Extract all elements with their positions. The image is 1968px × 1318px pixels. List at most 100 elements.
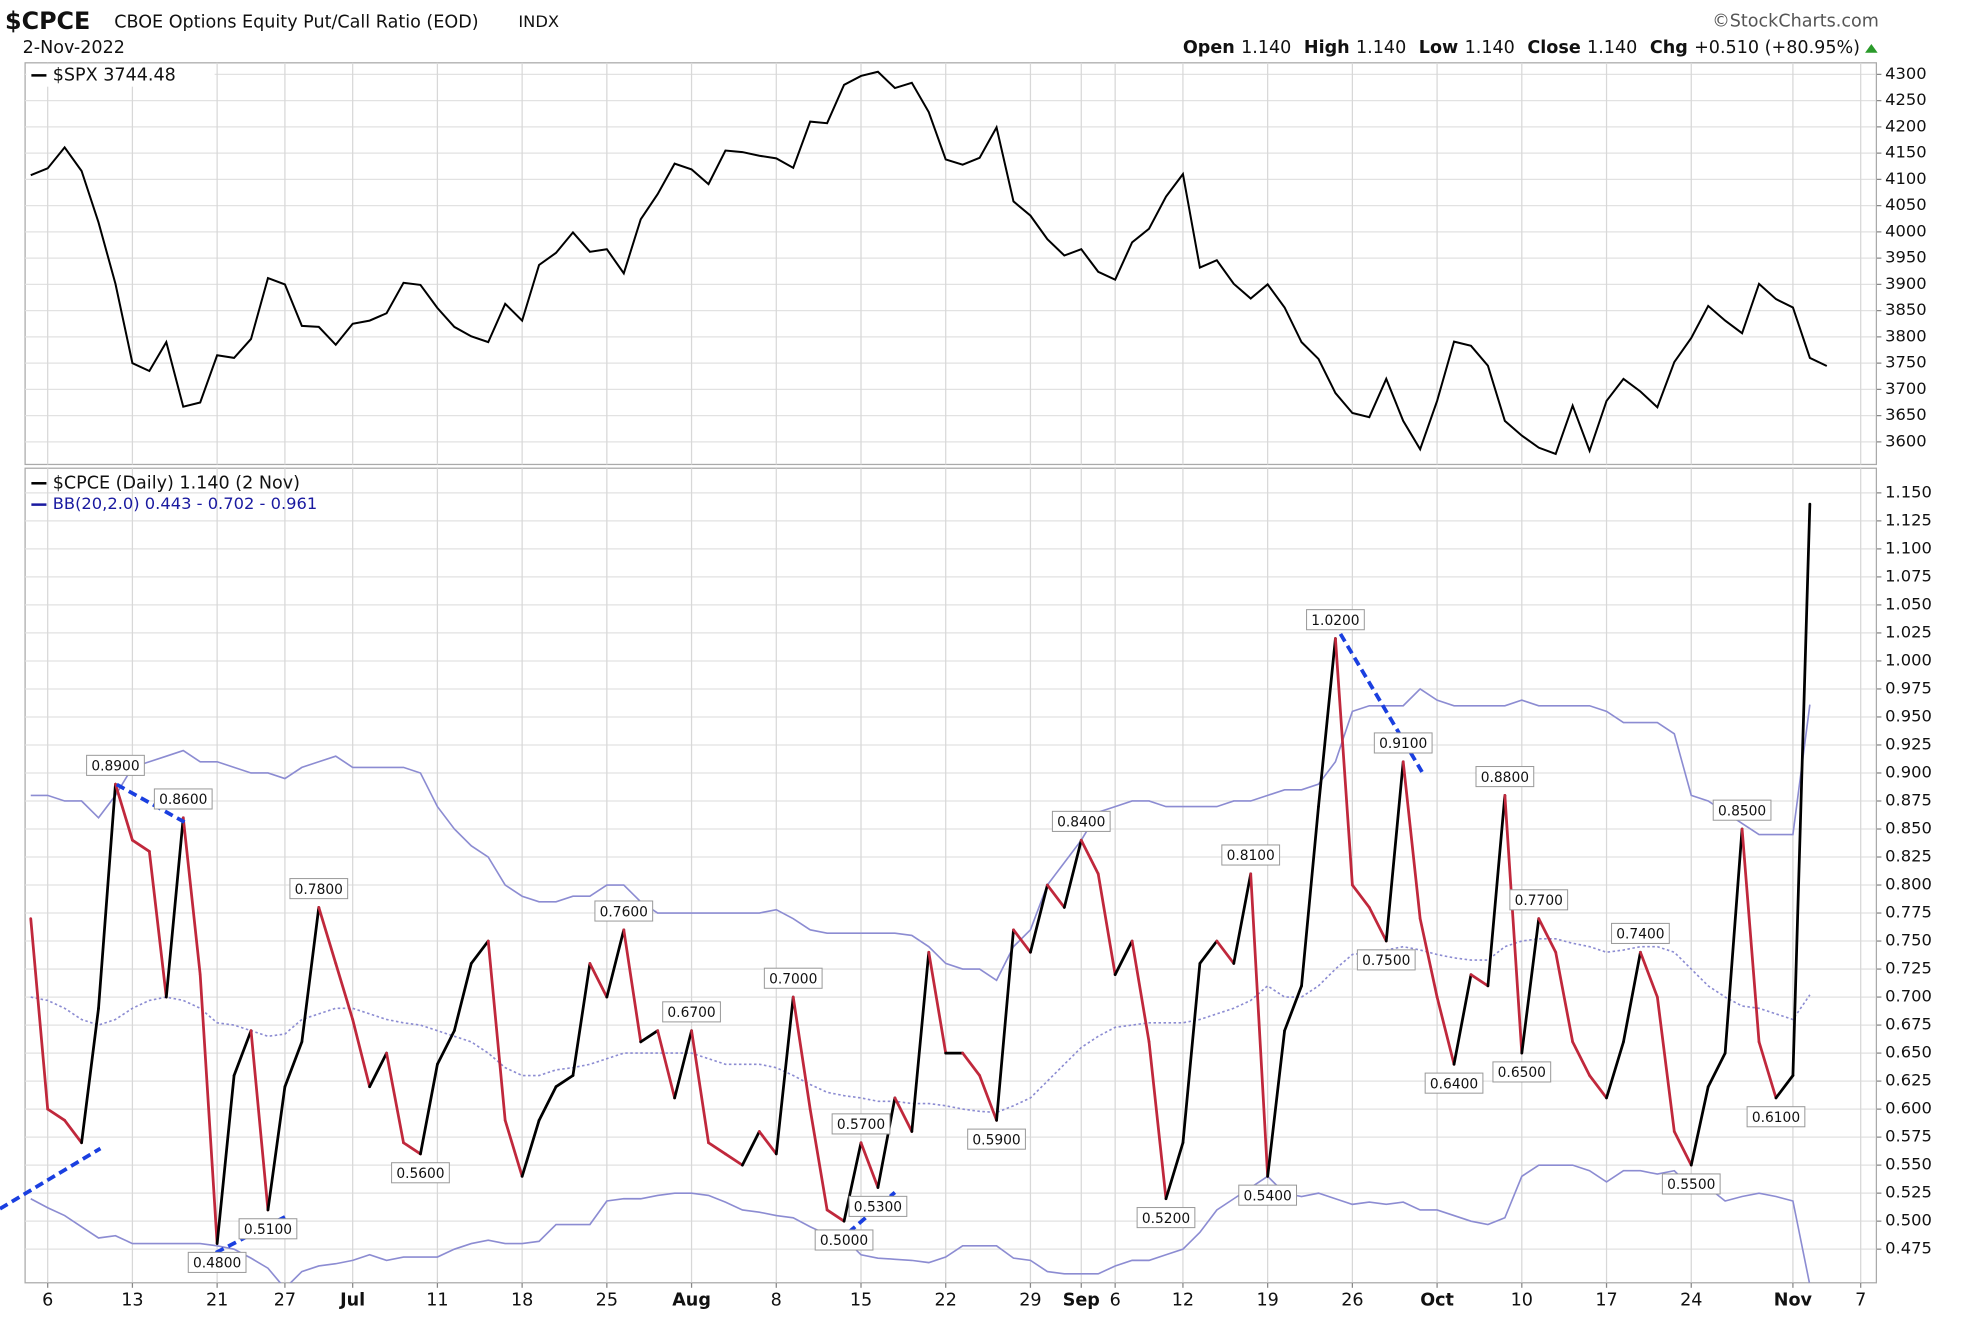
series-segment (741, 1130, 761, 1167)
series-segment (385, 1051, 405, 1145)
series-segment (1469, 973, 1490, 988)
value-label: 0.5500 (1667, 1177, 1715, 1193)
x-tick-label: 19 (1256, 1290, 1278, 1310)
series-segment (1181, 962, 1202, 1145)
y-tick-label: 3650 (1885, 405, 1926, 424)
series-segment (1283, 984, 1303, 1033)
y-tick-label: 4000 (1885, 221, 1926, 240)
series-segment (1350, 883, 1371, 909)
quote-label: High (1304, 38, 1350, 58)
value-label: 0.4800 (193, 1256, 241, 1272)
y-tick-label: 0.900 (1885, 762, 1932, 781)
series-segment (452, 962, 473, 1033)
value-label: 0.6400 (1430, 1076, 1478, 1092)
y-tick-label: 1.100 (1885, 538, 1932, 557)
value-label: 0.5200 (1142, 1211, 1190, 1227)
legend-label: BB(20,2.0) 0.443 - 0.702 - 0.961 (53, 494, 318, 513)
series-segment (1740, 827, 1761, 1044)
quote-label: Chg (1650, 38, 1688, 58)
x-tick-label: Jul (339, 1290, 365, 1310)
x-tick-label: 27 (274, 1290, 296, 1310)
x-tick-label: Oct (1420, 1290, 1454, 1310)
y-tick-label: 0.975 (1885, 678, 1932, 697)
quote-value: 1.140 (1241, 38, 1291, 58)
series-segment (1486, 794, 1507, 988)
series-segment (1520, 917, 1541, 1055)
x-tick-label: Aug (672, 1290, 711, 1310)
value-label: 0.8800 (1481, 770, 1529, 786)
x-tick-label: 21 (206, 1290, 228, 1310)
y-tick-label: 4050 (1885, 195, 1926, 214)
series-segment (673, 1029, 693, 1100)
y-tick-label: 0.575 (1885, 1127, 1932, 1146)
series-segment (503, 1118, 524, 1178)
value-label-box (1746, 1106, 1806, 1128)
credit: ©StockCharts.com (1712, 11, 1879, 31)
series-segment (927, 950, 948, 1055)
x-tick-label: 18 (511, 1290, 533, 1310)
y-tick-label: 3950 (1885, 248, 1926, 267)
value-label-box (86, 754, 145, 776)
y-tick-label: 1.150 (1885, 482, 1932, 501)
y-tick-label: 0.950 (1885, 706, 1932, 725)
series-segment (1147, 1040, 1168, 1201)
top-panel (24, 62, 1878, 466)
value-label: 0.9100 (1379, 736, 1427, 752)
y-tick-label: 4200 (1885, 116, 1926, 135)
series-segment (1046, 883, 1066, 909)
y-tick-label: 1.000 (1885, 650, 1932, 669)
series-segment (1791, 502, 1812, 1077)
series-segment (1706, 1051, 1727, 1089)
y-tick-label: 4300 (1885, 64, 1926, 83)
series-segment (1537, 917, 1558, 954)
y-tick-label: 1.050 (1885, 594, 1932, 613)
value-label-box (1424, 1072, 1484, 1094)
series-segment (910, 950, 931, 1133)
series-segment (1266, 1029, 1286, 1178)
series-segment (1215, 939, 1236, 965)
series-segment (893, 1096, 914, 1133)
value-label-box (848, 1195, 908, 1217)
y-tick-label: 3800 (1885, 326, 1926, 345)
series-segment (1503, 794, 1524, 1055)
series-segment (825, 1208, 846, 1223)
y-tick-label: 3600 (1885, 431, 1926, 450)
value-label: 0.7500 (1362, 953, 1410, 969)
y-tick-label: 4100 (1885, 169, 1926, 188)
quote: Open 1.140 High 1.140 Low 1.140 Close 1.140 Chg +… (1183, 38, 1860, 58)
bottom-grid: 0.475 0.500 0.525 0.550 0.575 0.600 0.625 0.650… (25, 468, 1932, 1310)
x-tick-label: 24 (1680, 1290, 1702, 1310)
value-label: 0.7800 (295, 882, 343, 898)
series-segment (1774, 1074, 1795, 1100)
y-tick-label: 0.525 (1885, 1183, 1932, 1202)
x-tick-label: 7 (1855, 1290, 1866, 1310)
value-label: 0.8900 (91, 759, 139, 775)
value-label: 0.7000 (769, 972, 817, 988)
series-segment (1757, 1040, 1778, 1100)
value-label-box (238, 1218, 298, 1240)
series-segment (537, 1085, 558, 1122)
value-label-box (1051, 810, 1111, 832)
x-tick-label: 12 (1172, 1290, 1194, 1310)
quote-value: 1.140 (1587, 38, 1637, 58)
series-segment (232, 1029, 253, 1077)
value-label: 0.6100 (1752, 1110, 1800, 1126)
value-label-box (594, 900, 654, 922)
x-tick-label: Sep (1063, 1290, 1100, 1310)
bottom-panel (24, 467, 1878, 1284)
series-segment (1334, 637, 1354, 887)
value-label: 0.7400 (1616, 927, 1664, 943)
x-tick-label: 25 (596, 1290, 618, 1310)
y-tick-label: 3700 (1885, 379, 1926, 398)
quote-value: +0.510 (+80.95%) (1694, 38, 1860, 58)
legend-box (26, 64, 215, 87)
series-segment (774, 995, 795, 1156)
band-upper (30, 687, 1811, 982)
series-segment (1689, 1085, 1710, 1167)
series-segment (876, 1096, 897, 1189)
value-label-box (391, 1162, 450, 1184)
x-tick-label: 17 (1595, 1290, 1617, 1310)
series-segment (300, 906, 321, 1044)
